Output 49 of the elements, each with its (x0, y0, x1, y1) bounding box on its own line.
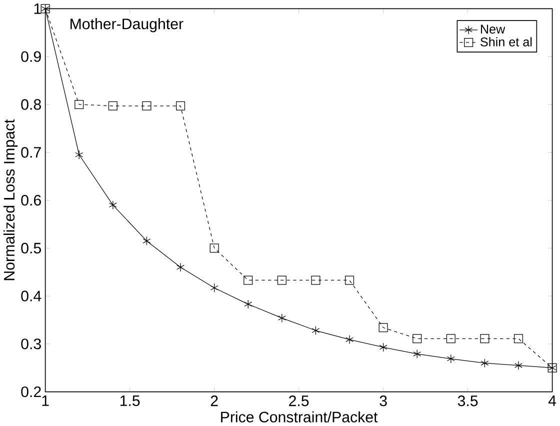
point (346, 335, 354, 344)
point (210, 244, 219, 253)
point (108, 200, 117, 210)
point (312, 326, 320, 336)
point (514, 360, 522, 370)
point (311, 276, 320, 285)
y-tick-label: 0.3 (21, 338, 41, 350)
y-axis-title: Normalized Loss Impact (4, 119, 18, 280)
x-tick-label: 4 (548, 396, 556, 406)
point (176, 101, 186, 110)
x-tick-label: 1.5 (120, 396, 140, 406)
point (379, 342, 388, 352)
annotation: Mother-Daughter (70, 18, 184, 32)
point (75, 150, 84, 160)
point (480, 358, 489, 368)
y-tick-label: 0.9 (21, 51, 41, 62)
x-axis-title: Price Constraint/Packet (221, 411, 378, 422)
x-tick-label: 3 (380, 396, 387, 406)
point (210, 283, 218, 292)
point (244, 300, 252, 309)
y-tick-label: 0.7 (21, 147, 41, 158)
y-tick-label: 0.6 (21, 194, 41, 206)
legend-label: Shin et al (480, 37, 532, 46)
point (244, 276, 253, 285)
point (514, 334, 524, 344)
point (142, 101, 152, 110)
y-tick-label: 0.8 (21, 99, 41, 110)
point (412, 334, 422, 344)
point (108, 101, 118, 110)
point (278, 314, 286, 323)
y-tick-label: 1 (34, 4, 41, 14)
y-tick-label: 0.5 (21, 242, 41, 254)
point (344, 276, 354, 285)
x-tick-label: 2 (210, 396, 218, 406)
legend-label: New (480, 24, 506, 34)
x-tick-label: 1 (42, 396, 49, 406)
x-tick-label: 3.5 (458, 396, 478, 406)
point (277, 276, 286, 285)
point (480, 334, 490, 344)
point (176, 262, 184, 272)
point (74, 100, 84, 110)
point (142, 236, 151, 246)
point (446, 334, 456, 344)
point (413, 349, 422, 359)
y-tick-label: 0.2 (21, 386, 41, 398)
x-tick-label: 2.5 (289, 396, 309, 406)
point (378, 323, 388, 332)
point (446, 354, 455, 364)
y-tick-label: 0.4 (21, 290, 42, 302)
